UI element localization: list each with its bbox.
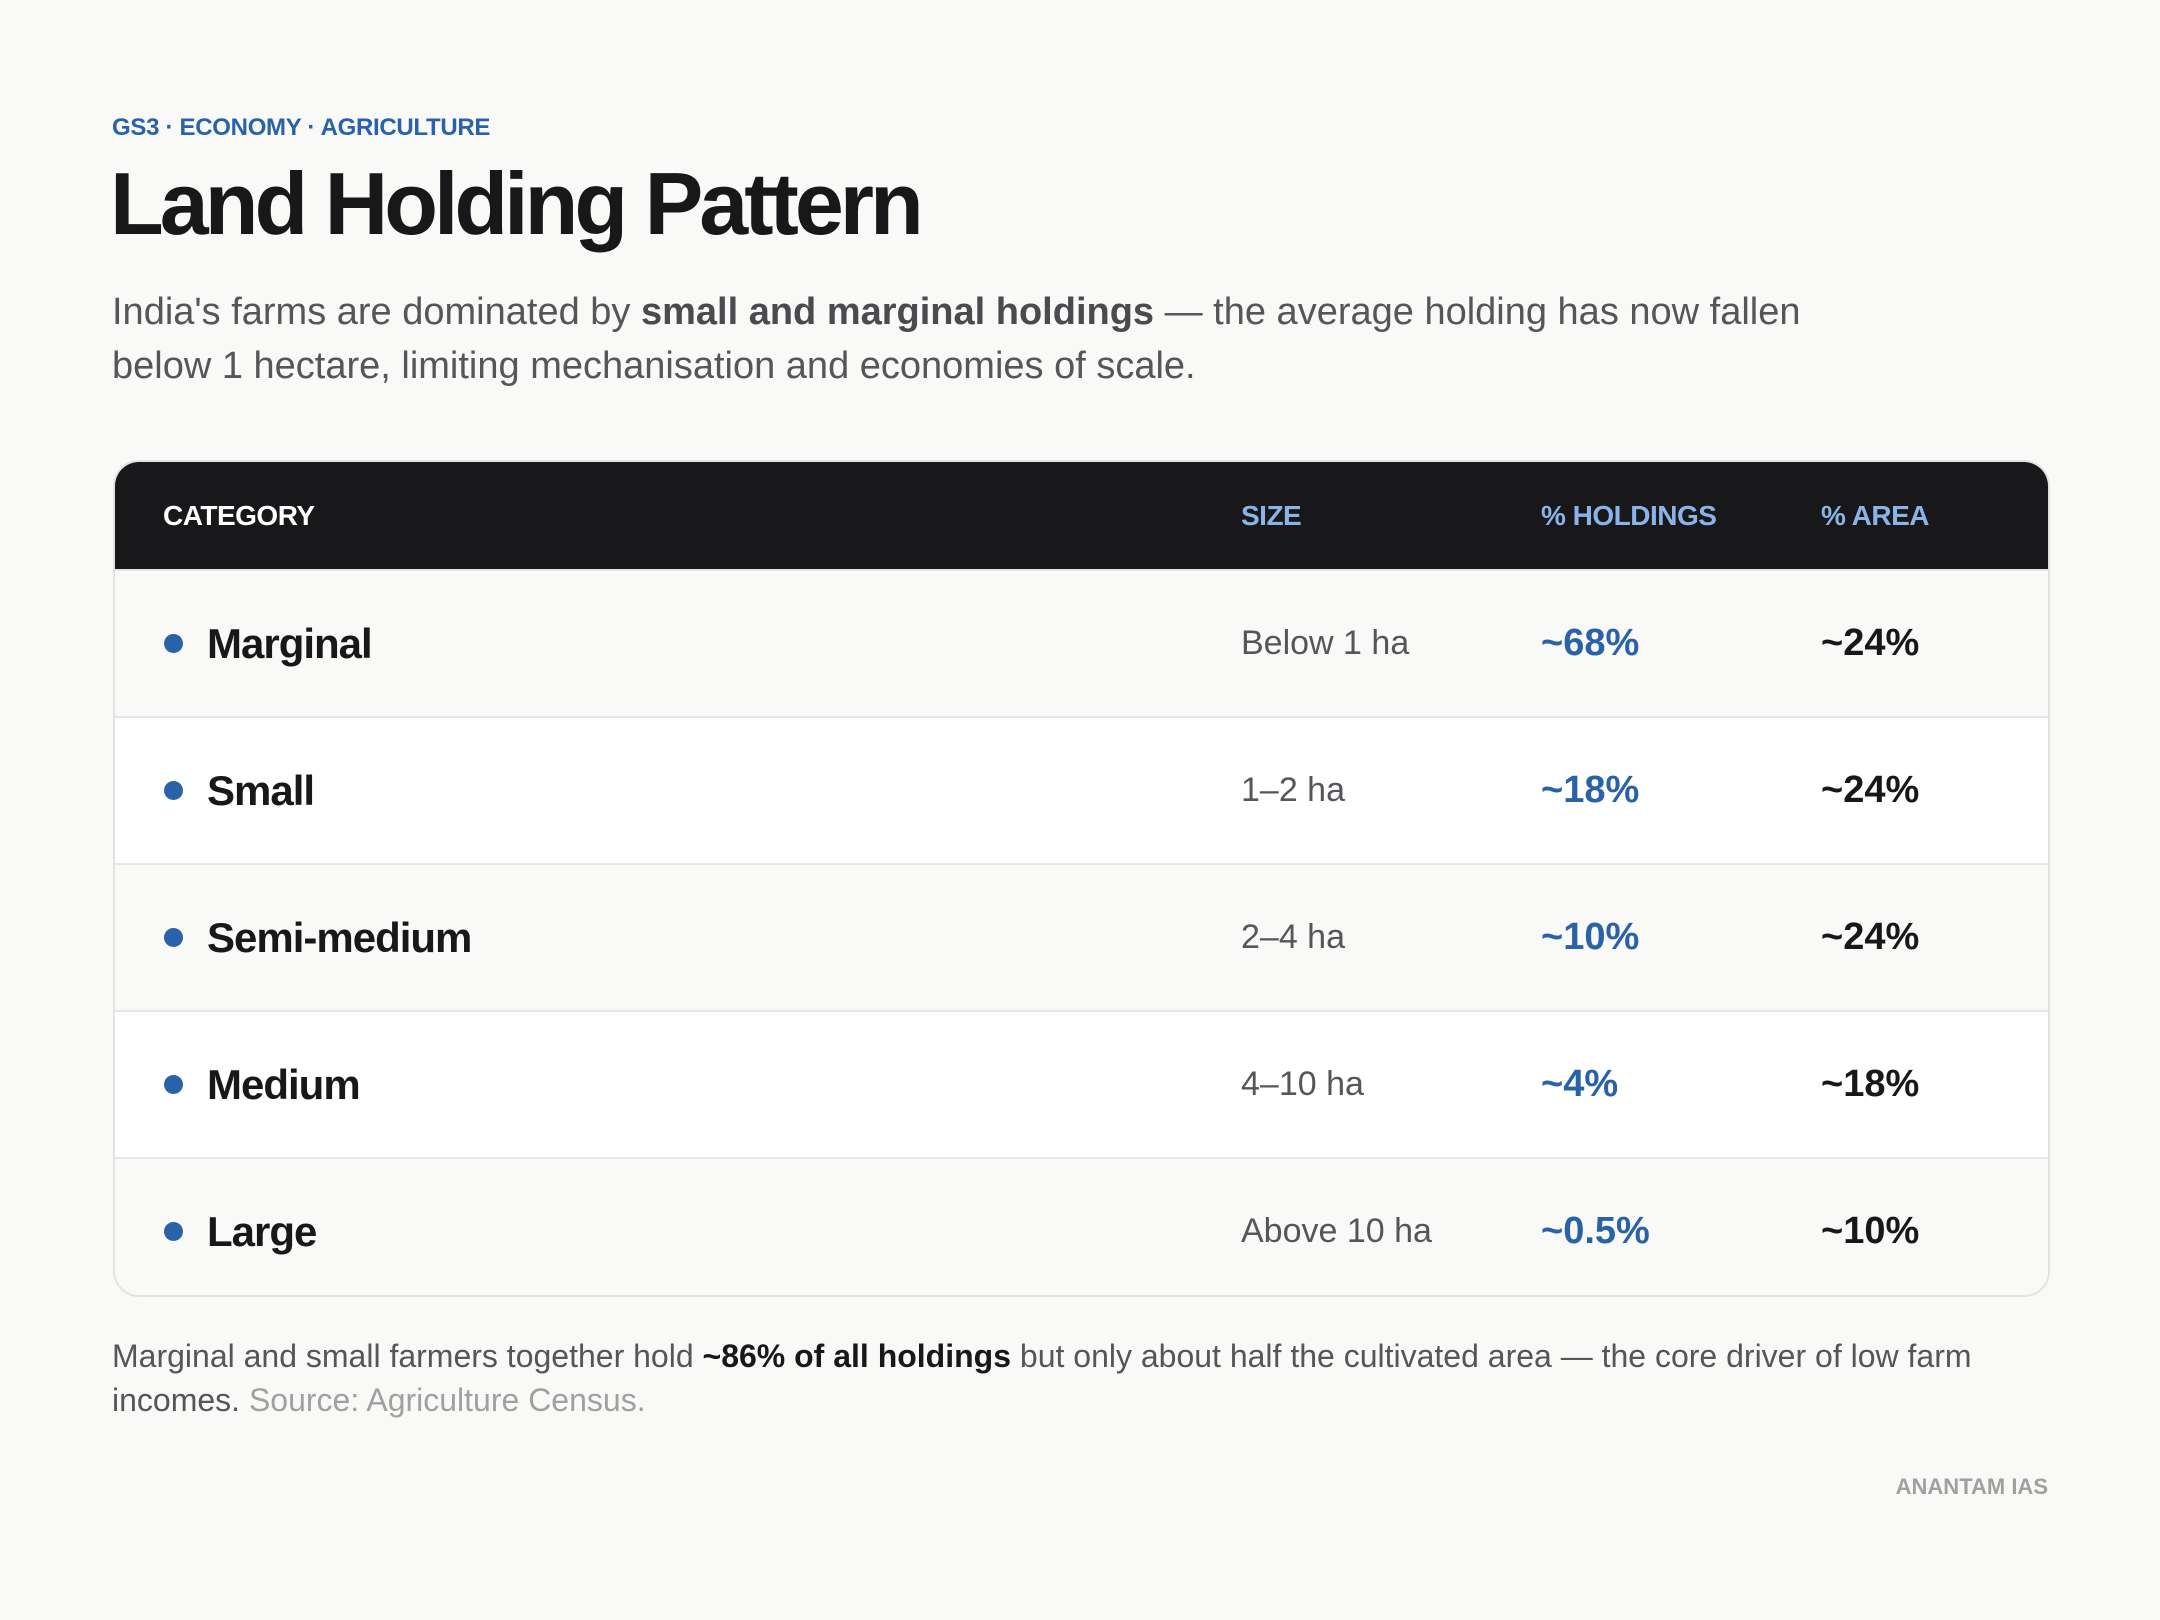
footnote-text: but only about half the cultivated area … <box>112 1338 1972 1418</box>
bullet <box>164 928 183 947</box>
title: Land Holding Pattern <box>110 154 924 253</box>
size: 2–4 ha <box>1241 918 1345 956</box>
table-row: Marginal Below 1 ha ~68% ~24% <box>115 569 2048 716</box>
bullet <box>164 1075 183 1094</box>
table-row: Small 1–2 ha ~18% ~24% <box>115 716 2048 863</box>
category: Large <box>207 1208 317 1255</box>
kicker: GS3 · ECONOMY · AGRICULTURE <box>112 114 491 141</box>
brand: ANANTAM IAS <box>1895 1474 2048 1499</box>
holdings-share: ~0.5% <box>1541 1210 1650 1252</box>
table-body: Marginal Below 1 ha ~68% ~24% Small 1–2 ha ~18… <box>115 569 2048 1295</box>
footnote-emphasis: ~86% of all holdings <box>702 1338 1012 1374</box>
holdings-share: ~18% <box>1541 769 1640 811</box>
footnote: Marginal and small farmers together hold… <box>112 1334 2042 1422</box>
table-header: CATEGORY SIZE % HOLDINGS % AREA <box>115 462 2048 569</box>
column-header: % AREA <box>1821 500 1929 531</box>
subtitle: India's farms are dominated by small and… <box>112 285 1812 393</box>
table-row: Medium 4–10 ha ~4% ~18% <box>115 1010 2048 1157</box>
category: Marginal <box>207 620 373 667</box>
size: Below 1 ha <box>1241 624 1410 662</box>
column-header: % HOLDINGS <box>1541 500 1717 531</box>
category: Small <box>207 767 315 814</box>
subtitle-text: — the average holding has now fallen bel… <box>112 291 1801 387</box>
area-share: ~10% <box>1821 1210 1920 1252</box>
holdings-share: ~4% <box>1541 1063 1619 1105</box>
area-share: ~24% <box>1821 916 1920 958</box>
table-row: Semi-medium 2–4 ha ~10% ~24% <box>115 863 2048 1010</box>
size: 1–2 ha <box>1241 771 1345 809</box>
size: Above 10 ha <box>1241 1212 1432 1250</box>
bullet <box>164 1222 183 1241</box>
subtitle-emphasis: small and marginal holdings <box>640 291 1155 333</box>
subtitle-text: India's farms are dominated by <box>112 291 641 333</box>
category: Medium <box>207 1061 361 1108</box>
table: CATEGORY SIZE % HOLDINGS % AREA Marginal… <box>113 460 2050 1297</box>
holdings-share: ~68% <box>1541 622 1640 664</box>
category: Semi-medium <box>207 914 472 961</box>
column-header: SIZE <box>1241 500 1302 531</box>
bullet <box>164 781 183 800</box>
table-row: Large Above 10 ha ~0.5% ~10% <box>115 1157 2048 1295</box>
area-share: ~24% <box>1821 769 1920 811</box>
source: Source: Agriculture Census. <box>248 1382 646 1418</box>
area-share: ~24% <box>1821 622 1920 664</box>
bullet <box>164 634 183 653</box>
column-header: CATEGORY <box>163 500 315 531</box>
footnote-text: Marginal and small farmers together hold <box>112 1338 703 1374</box>
size: 4–10 ha <box>1241 1065 1364 1103</box>
area-share: ~18% <box>1821 1063 1920 1105</box>
holdings-share: ~10% <box>1541 916 1640 958</box>
